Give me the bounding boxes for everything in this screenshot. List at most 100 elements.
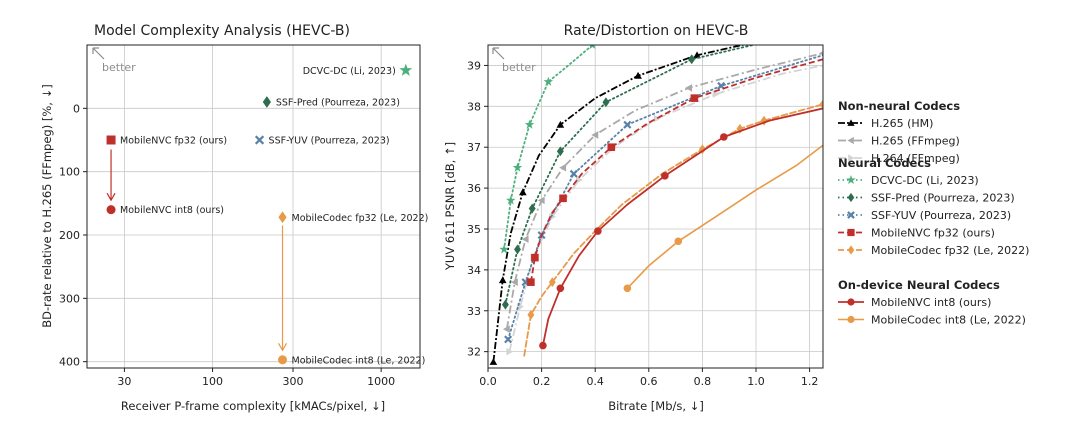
point-marker <box>254 135 265 145</box>
y-tick-label: 38 <box>467 100 481 113</box>
legend-marker <box>847 315 855 324</box>
x-tick-label: 100 <box>202 375 223 388</box>
series-marker <box>559 163 567 172</box>
y-tick-label: 200 <box>59 229 80 242</box>
complexity-chart: Model Complexity Analysis (HEVC-B) 30 100… <box>40 23 428 413</box>
point-marker <box>278 355 288 365</box>
point-label: MobileNVC int8 (ours) <box>120 205 224 216</box>
x-tick-label: 1.0 <box>747 375 765 388</box>
complexity-chart-ticks: 30 100 300 1000 0 100 200 300 400 <box>59 102 395 388</box>
y-tick-label: 300 <box>59 292 80 305</box>
legend-group-title: Neural Codecs <box>838 156 931 170</box>
point-label: SSF-Pred (Pourreza, 2023) <box>276 98 400 109</box>
legend-marker <box>847 245 855 255</box>
rd-chart-plot <box>489 45 823 365</box>
legend-marker <box>847 192 855 203</box>
point-marker <box>278 211 287 224</box>
series-marker <box>623 120 632 129</box>
series-marker <box>528 203 536 214</box>
series-marker <box>501 299 509 310</box>
quantization-arrow-head <box>277 342 288 352</box>
legend-entry-label: SSF-Pred (Pourreza, 2023) <box>871 192 1015 205</box>
series-marker <box>506 347 514 356</box>
legend-marker <box>847 136 854 145</box>
complexity-chart-title: Model Complexity Analysis (HEVC-B) <box>94 23 350 39</box>
x-tick-label: 0.2 <box>533 375 551 388</box>
complexity-chart-frame <box>86 44 421 369</box>
series-marker <box>498 276 507 284</box>
rd-series-area <box>489 45 823 365</box>
series-marker <box>556 120 565 128</box>
series-marker <box>576 176 583 184</box>
quantization-arrow-head <box>106 192 116 202</box>
series-marker <box>594 227 602 235</box>
series-marker <box>720 133 728 141</box>
y-tick-label: 37 <box>467 141 481 154</box>
y-tick-label: 33 <box>467 305 481 318</box>
series-marker <box>549 212 557 221</box>
series-line <box>505 52 823 330</box>
better-label: better <box>502 61 536 74</box>
series-marker <box>589 45 596 50</box>
y-tick-label: 400 <box>59 356 80 369</box>
x-tick-label: 0.6 <box>640 375 658 388</box>
legend-entry-label: H.264 (FFmpeg) <box>871 152 960 165</box>
rd-chart-frame <box>487 44 824 369</box>
rd-chart-legend: Non-neural Codecs H.265 (HM) H.265 (FFmpeg… <box>838 99 1029 327</box>
series-marker <box>531 253 539 262</box>
point-marker <box>262 96 271 108</box>
series-marker <box>499 244 509 254</box>
series-marker <box>537 196 545 205</box>
rd-chart-ylabel: YUV 611 PSNR [dB, ↑] <box>443 142 457 271</box>
complexity-chart-ylabel: BD-rate relative to H.265 (FFmpeg) [%, ↓… <box>40 84 54 327</box>
y-tick-label: 36 <box>467 182 481 195</box>
legend-marker <box>847 298 855 306</box>
legend-entry-label: H.265 (FFmpeg) <box>871 135 960 148</box>
series-marker <box>661 172 669 180</box>
complexity-chart-grid <box>87 45 420 368</box>
series-marker <box>569 169 578 178</box>
series-marker <box>539 341 547 350</box>
point-marker <box>399 63 413 76</box>
series-marker <box>688 54 696 65</box>
x-tick-label: 0.4 <box>586 375 604 388</box>
series-marker <box>591 131 599 139</box>
legend-marker <box>847 228 855 237</box>
legend-group-title: On-device Neural Codecs <box>838 278 1000 292</box>
better-indicator-left: better <box>92 47 136 74</box>
y-tick-label: 0 <box>73 102 80 115</box>
legend-marker <box>846 175 856 185</box>
legend-entry-label: DCVC-DC (Li, 2023) <box>871 174 979 187</box>
legend-entry-label: MobileNVC fp32 (ours) <box>871 227 995 240</box>
series-marker <box>514 244 521 255</box>
series-line <box>542 107 823 346</box>
series-marker <box>504 335 513 344</box>
y-tick-label: 39 <box>467 59 481 72</box>
point-label: MobileCodec int8 (Le, 2022) <box>292 355 426 366</box>
series-marker <box>489 358 498 365</box>
legend-entry-label: MobileCodec int8 (Le, 2022) <box>871 314 1026 327</box>
series-marker <box>506 195 516 205</box>
series-marker <box>653 114 661 123</box>
x-tick-label: 1000 <box>367 375 395 388</box>
series-marker <box>519 188 527 196</box>
better-indicator-right: better <box>492 47 536 74</box>
series-marker <box>521 235 529 244</box>
y-tick-label: 35 <box>467 223 481 236</box>
series-marker <box>819 51 823 56</box>
better-label: better <box>102 61 136 74</box>
point-label: SSF-YUV (Pourreza, 2023) <box>269 136 390 147</box>
x-tick-label: 0.0 <box>479 375 497 388</box>
better-arrow-icon <box>492 47 505 60</box>
series-marker <box>502 325 510 333</box>
series-marker <box>602 97 610 108</box>
complexity-chart-plot: DCVC-DC (Li, 2023) SSF-Pred (Pourreza, 20… <box>106 63 428 366</box>
series-marker <box>690 94 699 102</box>
point-label: MobileNVC fp32 (ours) <box>120 136 227 147</box>
better-arrow-icon <box>92 47 105 60</box>
point-marker <box>106 205 116 215</box>
series-line <box>626 144 823 289</box>
series-marker <box>524 119 535 129</box>
series-line <box>523 103 823 357</box>
